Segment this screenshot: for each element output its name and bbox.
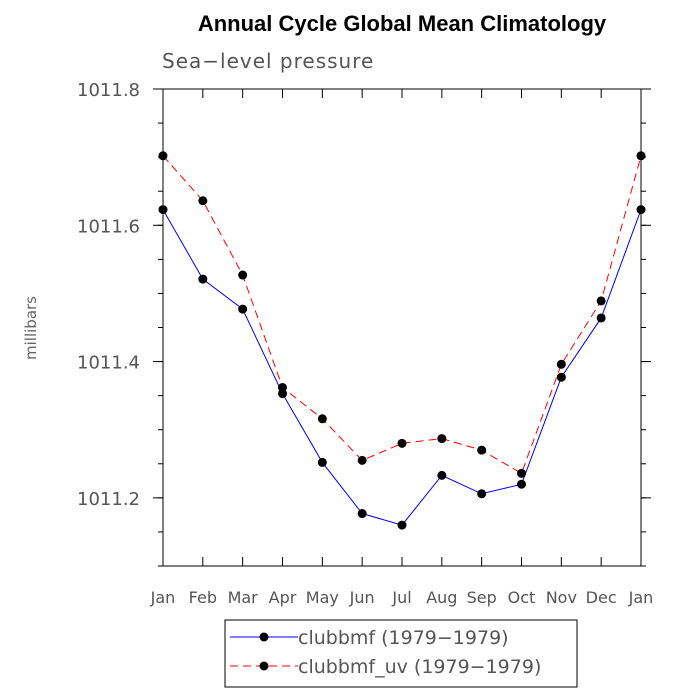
data-point <box>238 304 248 314</box>
y-tick-label: 1011.6 <box>77 216 140 237</box>
y-tick-label: 1011.8 <box>77 80 140 101</box>
data-point <box>437 434 447 444</box>
data-point <box>636 151 646 161</box>
series-layer <box>158 151 646 530</box>
data-point <box>357 509 367 519</box>
data-point <box>238 270 248 280</box>
data-point <box>477 445 487 455</box>
data-point <box>636 205 646 215</box>
chart-subtitle: Sea−level pressure <box>162 49 374 73</box>
data-point <box>437 470 447 480</box>
legend-box <box>224 619 578 688</box>
x-tick-label: Mar <box>228 588 259 607</box>
x-tick-label: Oct <box>508 588 536 607</box>
x-tick-label: Jan <box>150 588 176 607</box>
data-point <box>357 455 367 465</box>
series-line <box>162 209 642 526</box>
data-point <box>596 296 606 306</box>
data-point <box>317 457 327 467</box>
x-tick-label: May <box>306 588 339 607</box>
data-point <box>317 414 327 424</box>
x-tick-label: Dec <box>586 588 617 607</box>
axes: Jan Feb Mar Apr May Jun Jul Aug Sep Oct Nov Dec Jan 1… <box>77 80 653 607</box>
x-tick-label: Jun <box>349 588 375 607</box>
data-point <box>198 196 208 206</box>
data-point <box>556 372 566 382</box>
data-point <box>596 313 606 323</box>
data-point <box>517 468 526 478</box>
data-point <box>556 359 566 369</box>
data-point <box>158 151 168 161</box>
x-tick-label: Aug <box>426 588 457 607</box>
y-axis-label: millibars <box>22 296 40 360</box>
x-tick-label: Jan <box>628 588 654 607</box>
plot-frame <box>162 88 642 567</box>
x-tick-label: Apr <box>269 588 297 607</box>
legend-marker-clubbmf <box>259 632 269 642</box>
x-tick-label: Jul <box>391 588 411 607</box>
data-point <box>198 274 208 284</box>
chart-title: Annual Cycle Global Mean Climatology <box>198 11 607 36</box>
data-point <box>517 479 526 489</box>
data-point <box>158 205 168 215</box>
y-tick-label: 1011.4 <box>77 353 140 374</box>
legend-label-clubbmf-uv: clubbmf_uv (1979−1979) <box>298 656 541 678</box>
x-tick-label: Sep <box>467 588 497 607</box>
legend: clubbmf (1979−1979) clubbmf_uv (1979−197… <box>224 619 578 688</box>
legend-marker-clubbmf-uv <box>259 661 269 671</box>
data-point <box>397 520 407 530</box>
legend-label-clubbmf: clubbmf (1979−1979) <box>298 627 509 649</box>
y-tick-label: 1011.2 <box>77 489 140 510</box>
series-1 <box>158 151 646 478</box>
data-point <box>397 438 407 448</box>
x-tick-label: Feb <box>189 588 217 607</box>
x-tick-label: Nov <box>546 588 577 607</box>
series-line <box>162 155 642 475</box>
data-point <box>278 382 287 392</box>
data-point <box>477 489 487 499</box>
